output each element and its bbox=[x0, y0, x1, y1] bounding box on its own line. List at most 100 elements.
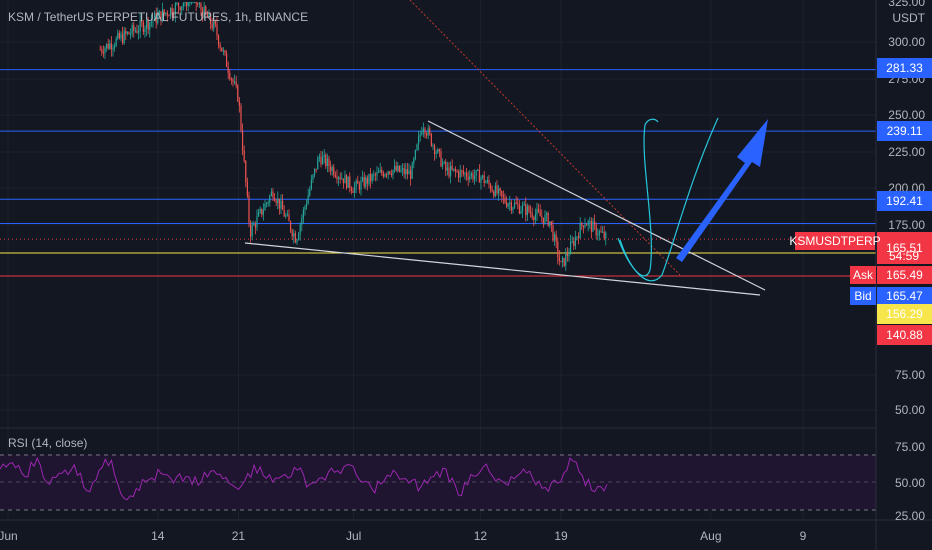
candle-body bbox=[448, 167, 450, 177]
candle-body bbox=[192, 2, 194, 3]
lower-trendline[interactable] bbox=[244, 242, 761, 296]
candle-body bbox=[416, 144, 418, 151]
candle-body bbox=[523, 204, 525, 206]
upper-trendline[interactable] bbox=[427, 120, 766, 291]
overlays bbox=[244, 117, 768, 296]
candle-body bbox=[217, 35, 220, 46]
candle-body bbox=[582, 225, 584, 228]
candle-body bbox=[417, 136, 420, 145]
candle-body bbox=[344, 175, 346, 184]
candle-body bbox=[254, 224, 256, 228]
candle-body bbox=[355, 180, 357, 187]
candle-body bbox=[281, 200, 284, 210]
candle-body bbox=[133, 25, 135, 31]
candle-body bbox=[384, 174, 386, 177]
candle-body bbox=[337, 177, 340, 180]
candle-body bbox=[422, 128, 424, 133]
candle-body bbox=[317, 158, 319, 170]
candle-body bbox=[225, 53, 228, 67]
candle-body bbox=[323, 154, 325, 157]
candle-body bbox=[113, 45, 116, 48]
rsi-axis[interactable]: 75.00 50.00 25.00 bbox=[895, 440, 925, 523]
time-axis[interactable]: Jun 14 21 Jul 12 19 Aug 9 bbox=[0, 529, 807, 543]
candle-body bbox=[235, 81, 237, 86]
tag-239-bg bbox=[877, 121, 932, 141]
candle-body bbox=[534, 214, 536, 220]
candle-body bbox=[125, 30, 127, 34]
candle-body bbox=[429, 128, 431, 134]
candle-body bbox=[264, 203, 266, 211]
candle-body bbox=[377, 172, 380, 174]
candle-body bbox=[198, 3, 200, 5]
candle-body bbox=[369, 173, 372, 182]
candle-body bbox=[425, 133, 428, 136]
tag-last: 165.51 bbox=[886, 241, 923, 255]
candle-body bbox=[158, 11, 160, 15]
candle-body bbox=[189, 2, 191, 3]
candle-body bbox=[473, 175, 476, 180]
tag-281-bg bbox=[877, 58, 932, 78]
bid-label: Bid bbox=[854, 289, 871, 303]
time-tick-label: 12 bbox=[474, 529, 488, 543]
candle-body bbox=[395, 166, 397, 171]
candle-body bbox=[341, 178, 343, 180]
candle-body bbox=[601, 231, 604, 233]
candle-body bbox=[112, 47, 114, 50]
candle-body bbox=[101, 49, 103, 52]
ticker-tag-bg bbox=[795, 232, 875, 250]
candle-body bbox=[126, 32, 128, 34]
candle-body bbox=[592, 221, 594, 232]
candle-body bbox=[464, 173, 466, 175]
candle-body bbox=[275, 200, 277, 203]
candle-body bbox=[390, 173, 392, 176]
grid bbox=[0, 0, 876, 520]
diagonal-resistance-line bbox=[409, 0, 681, 276]
candle-body bbox=[147, 20, 149, 30]
candle-body bbox=[299, 224, 301, 235]
candle-body bbox=[251, 225, 253, 237]
candle-body bbox=[553, 234, 556, 241]
candle-body bbox=[350, 187, 352, 191]
rsi-title: RSI (14, close) bbox=[8, 436, 88, 450]
currency-label: USDT bbox=[892, 11, 925, 25]
candle-body bbox=[320, 156, 322, 165]
candle-body bbox=[155, 13, 157, 23]
rsi-line bbox=[0, 456, 608, 501]
candle-body bbox=[302, 209, 304, 219]
candle-body bbox=[267, 202, 269, 204]
candle-body bbox=[200, 3, 202, 10]
candle-body bbox=[347, 176, 349, 188]
candle-body bbox=[409, 170, 412, 179]
candle-body bbox=[261, 208, 263, 215]
candle-body bbox=[472, 173, 474, 180]
candle-body bbox=[358, 183, 360, 190]
candle-body bbox=[201, 9, 204, 18]
candle-body bbox=[206, 13, 208, 18]
candle-body bbox=[342, 178, 344, 184]
candle-body bbox=[456, 171, 458, 173]
candle-body bbox=[117, 32, 119, 39]
candle-body bbox=[398, 165, 400, 172]
candle-body bbox=[475, 170, 477, 176]
candle-body bbox=[294, 233, 296, 243]
candle-body bbox=[318, 156, 320, 159]
candle-body bbox=[149, 22, 151, 30]
price-tick-label: 225.00 bbox=[888, 145, 925, 159]
candle-body bbox=[525, 204, 527, 216]
candle-body bbox=[550, 221, 552, 226]
candle-body bbox=[310, 179, 312, 189]
candle-body bbox=[595, 224, 597, 236]
candle-body bbox=[221, 47, 223, 52]
candle-body bbox=[289, 221, 292, 231]
candle-body bbox=[352, 190, 354, 193]
ask-tag: 165.49 bbox=[886, 268, 923, 282]
candle-body bbox=[537, 209, 540, 212]
rsi-panel bbox=[0, 454, 876, 511]
candle-body bbox=[368, 173, 370, 184]
rsi-tick-label: 25.00 bbox=[895, 509, 925, 523]
candle-body bbox=[496, 185, 498, 194]
candle-body bbox=[229, 72, 231, 79]
candle-body bbox=[293, 233, 295, 237]
candles bbox=[99, 2, 607, 272]
projection-curve-1 bbox=[617, 118, 659, 277]
